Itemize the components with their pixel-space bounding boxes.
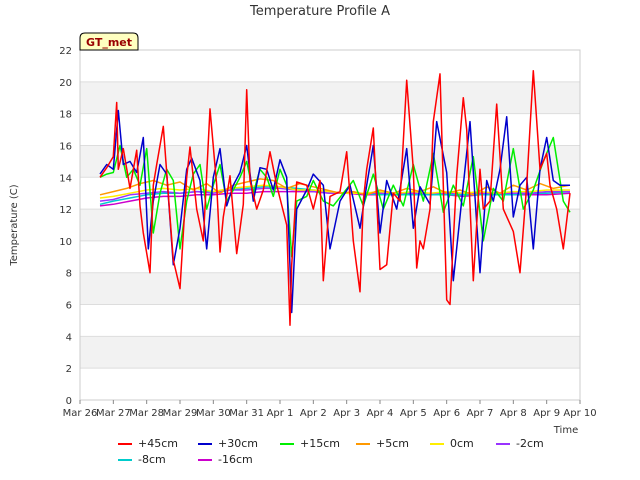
y-tick-label: 4 bbox=[66, 332, 72, 343]
legend-label: +5cm bbox=[376, 437, 409, 450]
plot-frame bbox=[79, 49, 581, 401]
x-tick-label: Mar 28 bbox=[129, 408, 164, 419]
legend-swatch bbox=[118, 458, 132, 461]
y-tick-label: 20 bbox=[59, 78, 72, 89]
legend-label: -2cm bbox=[516, 437, 544, 450]
grid-band bbox=[80, 336, 580, 369]
legend-item: +45cm bbox=[118, 437, 178, 450]
grid-band bbox=[80, 209, 580, 241]
legend-item: -8cm bbox=[118, 453, 166, 466]
x-tick-label: Apr 6 bbox=[433, 408, 460, 419]
legend-swatch bbox=[280, 442, 294, 445]
legend-swatch bbox=[356, 442, 370, 445]
y-tick-label: 6 bbox=[66, 301, 72, 312]
grid-bands bbox=[80, 81, 580, 369]
legend-label: +30cm bbox=[218, 437, 258, 450]
legend-label: 0cm bbox=[450, 437, 474, 450]
x-tick-label: Apr 3 bbox=[333, 408, 360, 419]
legend-swatch bbox=[118, 442, 132, 445]
series-line-45cm bbox=[99, 69, 571, 326]
legend-swatch bbox=[430, 442, 444, 445]
y-tick-label: 8 bbox=[66, 269, 72, 280]
legend-item: -2cm bbox=[496, 437, 544, 450]
grid-band bbox=[80, 145, 580, 178]
legend-item: +5cm bbox=[356, 437, 409, 450]
y-tick-label: 12 bbox=[59, 205, 72, 216]
y-tick-label: 22 bbox=[59, 46, 72, 57]
legend-item: +15cm bbox=[280, 437, 340, 450]
legend-item: +30cm bbox=[198, 437, 258, 450]
x-tick-label: Mar 26 bbox=[63, 408, 98, 419]
x-tick-label: Mar 27 bbox=[96, 408, 131, 419]
x-tick-label: Apr 1 bbox=[267, 408, 294, 419]
legend-swatch bbox=[198, 458, 212, 461]
x-tick-label: Apr 7 bbox=[467, 408, 494, 419]
grid-band bbox=[80, 272, 580, 305]
annotation-label: GT_met bbox=[86, 36, 132, 49]
y-tick-label: 16 bbox=[59, 141, 72, 152]
legend-swatch bbox=[496, 442, 510, 445]
grid-band bbox=[80, 81, 580, 114]
x-tick-label: Mar 29 bbox=[163, 408, 198, 419]
y-axis-label: Temperature (C) bbox=[9, 184, 20, 266]
legend-label: +15cm bbox=[300, 437, 340, 450]
legend-label: -8cm bbox=[138, 453, 166, 466]
y-tick-label: 10 bbox=[59, 237, 72, 248]
y-axis-ticks: 0 2 4 6 8 10 12 14 16 18 20 22 bbox=[59, 46, 72, 407]
legend-item: 0cm bbox=[430, 437, 474, 450]
legend-label: +45cm bbox=[138, 437, 178, 450]
x-tick-label: Mar 30 bbox=[196, 408, 231, 419]
x-tick-label: Apr 5 bbox=[400, 408, 427, 419]
legend-label: -16cm bbox=[218, 453, 253, 466]
x-tick-label: Mar 31 bbox=[229, 408, 264, 419]
x-tick-label: Apr 10 bbox=[563, 408, 596, 419]
y-tick-label: 2 bbox=[66, 364, 72, 375]
chart-title: Temperature Profile A bbox=[249, 4, 390, 19]
x-tick-label: Apr 2 bbox=[300, 408, 327, 419]
annotation-box: GT_met bbox=[79, 32, 139, 51]
y-tick-label: 18 bbox=[59, 110, 72, 121]
y-tick-label: 0 bbox=[66, 396, 72, 407]
y-tick-label: 14 bbox=[59, 173, 72, 184]
x-tick-label: Apr 4 bbox=[367, 408, 394, 419]
x-tick-label: Apr 8 bbox=[500, 408, 527, 419]
legend-item: -16cm bbox=[198, 453, 253, 466]
x-tick-label: Apr 9 bbox=[533, 408, 560, 419]
x-axis-label: Time bbox=[553, 425, 578, 436]
series-group bbox=[99, 69, 571, 326]
legend-swatch bbox=[198, 442, 212, 445]
